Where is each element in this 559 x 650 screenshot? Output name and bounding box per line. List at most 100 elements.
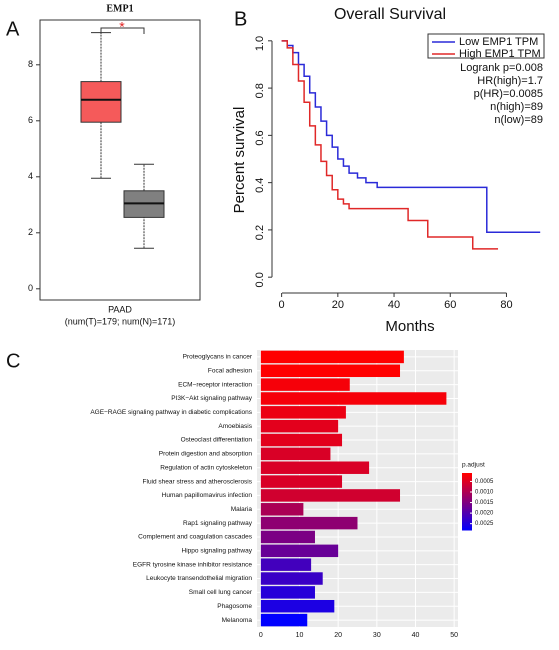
bar — [260, 378, 350, 391]
panel-label: B — [234, 8, 247, 30]
colorbar-tick-label: 0.0015 — [475, 500, 494, 506]
colorbar-segment — [462, 511, 472, 514]
y-tick-label: 0.4 — [254, 178, 266, 193]
bar — [260, 489, 401, 502]
colorbar-segment — [462, 476, 472, 480]
x-tick-label: 20 — [332, 299, 344, 311]
colorbar-tick-label: 0.0005 — [475, 479, 494, 485]
colorbar-segment — [462, 524, 472, 527]
y-tick-label: Malaria — [231, 506, 253, 513]
colorbar-segment — [462, 492, 472, 495]
bar — [260, 475, 343, 488]
y-tick-label: Amoebiasis — [218, 423, 252, 430]
legend-label: High EMP1 TPM — [459, 48, 541, 60]
colorbar-segment — [462, 488, 472, 491]
annotation: p(HR)=0.0085 — [474, 88, 543, 100]
panel-label: C — [6, 350, 20, 372]
colorbar-segment — [462, 522, 472, 525]
colorbar-segment — [462, 512, 472, 516]
colorbar-segment — [462, 514, 472, 518]
y-tick-label: Osteoclast differentiation — [181, 437, 253, 444]
colorbar-tick-label: 0.0010 — [475, 490, 494, 496]
colorbar-segment — [462, 490, 472, 493]
colorbar-segment — [462, 495, 472, 499]
y-tick-label: 0.8 — [254, 83, 266, 98]
significance-bracket — [100, 27, 145, 34]
y-tick-label: Leukocyte transendothelial migration — [146, 575, 252, 582]
y-tick-label: Focal adhesion — [208, 367, 252, 374]
bar — [260, 433, 343, 447]
y-tick-label: Proteoglycans in cancer — [183, 354, 253, 361]
x-tick-label: 50 — [450, 632, 458, 639]
colorbar-segment — [462, 503, 472, 506]
box — [80, 81, 122, 123]
colorbar-segment — [462, 505, 472, 508]
chart-title: EMP1 — [106, 3, 133, 14]
colorbar-tick-label: 0.0025 — [475, 521, 494, 527]
y-tick-label: AGE−RAGE signaling pathway in diabetic c… — [90, 409, 252, 416]
plot-background — [257, 350, 458, 627]
x-tick-label: 40 — [412, 632, 420, 639]
y-tick-label: 2 — [28, 227, 33, 237]
x-axis-label: Months — [385, 318, 434, 335]
y-axis-label: Percent survival — [231, 107, 248, 214]
bar — [260, 544, 339, 558]
bar — [260, 613, 308, 627]
colorbar-segment — [462, 478, 472, 482]
colorbar-segment — [462, 499, 472, 502]
bar — [260, 419, 339, 433]
bar — [260, 364, 401, 378]
bar — [260, 447, 331, 461]
colorbar-segment — [462, 516, 472, 520]
y-tick-label: Regulation of actin cytoskeleton — [160, 464, 252, 471]
x-tick-label: 20 — [334, 632, 342, 639]
y-tick-label: Complement and coagulation cascades — [138, 534, 253, 541]
bar — [260, 572, 323, 585]
plot-frame — [39, 19, 201, 301]
colorbar-segment — [462, 507, 472, 510]
bar — [260, 586, 315, 599]
panel-label: A — [6, 18, 20, 40]
colorbar-segment — [462, 526, 472, 529]
x-tick-label: 0 — [259, 632, 263, 639]
bar — [260, 503, 304, 516]
annotation: Logrank p=0.008 — [460, 62, 543, 74]
bar — [260, 558, 312, 571]
colorbar-segment — [462, 501, 472, 504]
x-tick-label: PAAD — [108, 304, 132, 314]
colorbar-segment — [462, 528, 472, 531]
legend-box — [427, 33, 545, 59]
colorbar-segment — [462, 486, 472, 489]
y-tick-label: 6 — [28, 115, 33, 125]
y-tick-label: ECM−receptor interaction — [178, 381, 252, 388]
y-tick-label: 0.0 — [254, 272, 266, 287]
colorbar-segment — [462, 509, 472, 512]
colorbar-segment — [462, 480, 472, 483]
annotation: HR(high)=1.7 — [477, 75, 543, 87]
legend-label: Low EMP1 TPM — [459, 36, 538, 48]
y-tick-label: Human papillomavirus infection — [162, 492, 253, 499]
y-tick-label: 8 — [28, 59, 33, 69]
x-tick-label: 40 — [388, 299, 400, 311]
colorbar-segment — [462, 493, 472, 497]
y-tick-label: Rap1 signaling pathway — [183, 520, 253, 527]
y-tick-label: Small cell lung cancer — [189, 589, 253, 596]
x-tick-label: 0 — [279, 299, 285, 311]
annotation: n(high)=89 — [490, 101, 543, 113]
bar — [260, 350, 404, 364]
x-tick-label: 10 — [296, 632, 304, 639]
bar — [260, 406, 346, 419]
colorbar-tick-label: 0.0020 — [475, 511, 494, 517]
colorbar-segment — [462, 474, 472, 478]
x-tick-label: 80 — [500, 299, 512, 311]
annotation: n(low)=89 — [494, 114, 543, 126]
bar — [260, 461, 370, 474]
x-tick-label: 30 — [373, 632, 381, 639]
y-tick-label: Melanoma — [222, 617, 253, 624]
colorbar-segment — [462, 520, 472, 523]
bar — [260, 599, 335, 613]
y-tick-label: 4 — [28, 171, 33, 181]
y-tick-label: 1.0 — [254, 36, 266, 51]
y-tick-label: 0 — [28, 283, 33, 293]
